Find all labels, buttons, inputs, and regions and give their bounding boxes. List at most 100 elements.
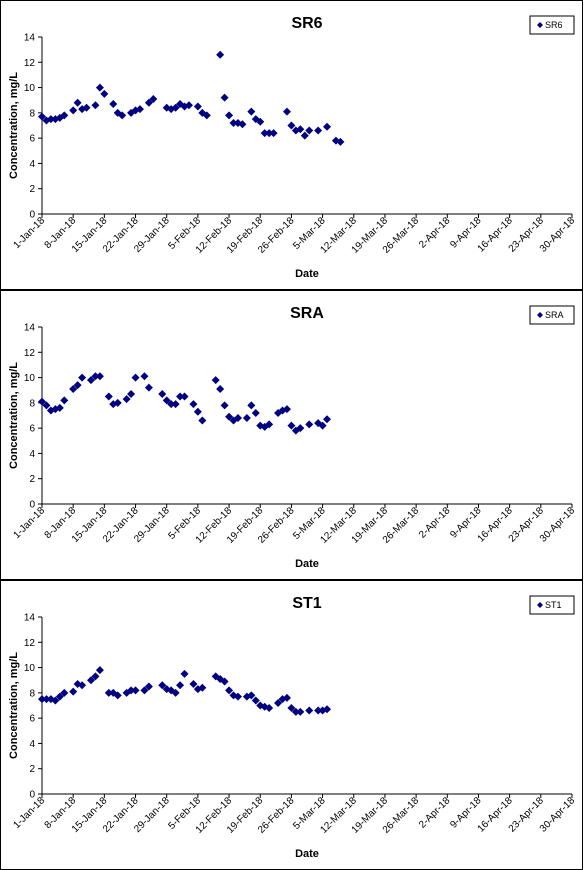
data-point xyxy=(180,392,189,401)
data-point xyxy=(91,372,100,381)
legend-label: SR6 xyxy=(545,20,563,30)
y-tick-label: 6 xyxy=(29,424,35,435)
data-point xyxy=(211,376,220,385)
data-point xyxy=(216,50,225,59)
legend-marker xyxy=(537,602,543,608)
data-point xyxy=(229,416,238,425)
data-point xyxy=(42,401,51,410)
legend-label: SRA xyxy=(545,310,564,320)
data-point xyxy=(171,688,180,697)
data-point xyxy=(149,94,158,103)
data-point xyxy=(282,693,291,702)
data-point xyxy=(216,674,225,683)
data-point xyxy=(113,691,122,700)
data-point xyxy=(225,412,234,421)
data-point xyxy=(86,376,95,385)
data-point xyxy=(247,691,256,700)
data-point xyxy=(269,129,278,138)
data-point xyxy=(323,122,332,131)
data-point xyxy=(229,691,238,700)
data-point xyxy=(171,103,180,112)
legend-marker xyxy=(537,22,543,28)
legend-box xyxy=(529,305,575,325)
data-point xyxy=(282,405,291,414)
y-tick-label: 4 xyxy=(29,449,35,460)
data-point xyxy=(86,676,95,685)
data-point xyxy=(95,372,104,381)
data-point xyxy=(305,420,314,429)
y-axis-label: Concentration, mg/L xyxy=(8,362,20,469)
data-point xyxy=(95,666,104,675)
data-point xyxy=(60,396,69,405)
data-point xyxy=(91,101,100,110)
data-point xyxy=(225,111,234,120)
y-axis-label: Concentration, mg/L xyxy=(8,652,20,759)
data-point xyxy=(229,118,238,127)
data-point xyxy=(296,125,305,134)
data-point xyxy=(135,105,144,114)
x-axis-label: Date xyxy=(295,558,319,570)
x-tick-label: 30-Apr-18 xyxy=(538,215,578,255)
y-tick-label: 12 xyxy=(24,58,36,69)
chart-svg: ST1024681012141-Jan-188-Jan-1815-Jan-182… xyxy=(8,595,578,860)
data-point xyxy=(140,686,149,695)
data-point xyxy=(314,706,323,715)
data-point xyxy=(251,408,260,417)
data-point xyxy=(140,372,149,381)
y-tick-label: 14 xyxy=(24,613,36,624)
y-tick-label: 10 xyxy=(24,373,36,384)
chart-title: ST1 xyxy=(292,595,321,612)
data-point xyxy=(131,373,140,382)
data-point xyxy=(78,373,87,382)
data-point xyxy=(296,707,305,716)
data-point xyxy=(189,680,198,689)
x-tick-label: 30-Apr-18 xyxy=(538,795,578,835)
data-point xyxy=(242,414,251,423)
data-point xyxy=(323,415,332,424)
data-point xyxy=(122,688,131,697)
data-point xyxy=(73,381,82,390)
x-tick-label: 2-Apr-18 xyxy=(417,505,453,541)
data-point xyxy=(336,137,345,146)
data-point xyxy=(198,416,207,425)
data-point xyxy=(60,111,69,120)
data-point xyxy=(46,695,55,704)
y-tick-label: 8 xyxy=(29,688,35,699)
y-tick-label: 8 xyxy=(29,108,35,119)
data-point xyxy=(95,83,104,92)
data-point xyxy=(104,392,113,401)
data-point xyxy=(282,107,291,116)
data-point xyxy=(176,681,185,690)
chart-title: SR6 xyxy=(291,15,322,32)
chart-panel-st1: ST1 0 2 4 6 8 10 12 14 1-Jan-18 8-Jan-18 15-Jan-18 2… xyxy=(0,580,583,870)
data-point xyxy=(260,129,269,138)
data-point xyxy=(78,681,87,690)
data-point xyxy=(247,107,256,116)
y-tick-label: 14 xyxy=(24,33,36,44)
data-point xyxy=(287,121,296,130)
y-tick-label: 4 xyxy=(29,159,35,170)
y-tick-label: 2 xyxy=(29,184,35,195)
data-point xyxy=(69,384,78,393)
y-tick-label: 10 xyxy=(24,663,36,674)
y-tick-label: 2 xyxy=(29,764,35,775)
data-point xyxy=(184,101,193,110)
data-point xyxy=(202,111,211,120)
data-point xyxy=(171,400,180,409)
legend: SRA xyxy=(529,305,575,325)
data-point xyxy=(291,707,300,716)
data-point xyxy=(318,706,327,715)
data-point xyxy=(55,692,64,701)
y-tick-label: 10 xyxy=(24,83,36,94)
data-point xyxy=(42,695,51,704)
data-point xyxy=(233,414,242,423)
data-point xyxy=(38,397,46,406)
data-point xyxy=(247,401,256,410)
data-point xyxy=(144,682,153,691)
data-point xyxy=(265,129,274,138)
data-point xyxy=(323,705,332,714)
data-point xyxy=(176,392,185,401)
data-point xyxy=(60,688,69,697)
data-point xyxy=(305,706,314,715)
data-point xyxy=(216,384,225,393)
